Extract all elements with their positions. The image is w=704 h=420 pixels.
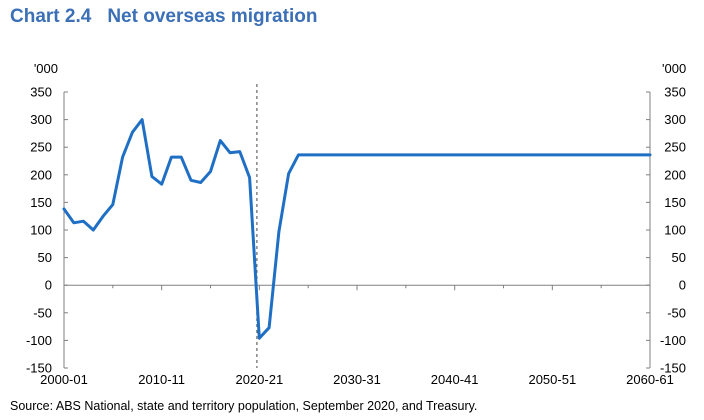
right-unit-label: '000 xyxy=(662,61,686,76)
y-tick-label-left: 50 xyxy=(38,250,52,265)
x-tick-label: 2030-31 xyxy=(333,372,381,387)
y-tick-label-right: 250 xyxy=(664,140,686,155)
y-tick-label-right: 150 xyxy=(664,195,686,210)
x-tick-label: 2020-21 xyxy=(235,372,283,387)
source-note: Source: ABS National, state and territor… xyxy=(10,399,478,413)
y-tick-label-left: 0 xyxy=(45,278,52,293)
chart-title: Chart 2.4 Net overseas migration xyxy=(10,6,317,28)
y-tick-label-left: 250 xyxy=(30,140,52,155)
x-tick-label: 2010-11 xyxy=(138,372,185,387)
y-tick-label-right: 50 xyxy=(672,250,686,265)
chart-number: Chart 2.4 xyxy=(10,6,92,27)
y-tick-label-right: 300 xyxy=(664,112,686,127)
y-tick-label-right: -100 xyxy=(660,333,686,348)
y-tick-label-left: -150 xyxy=(26,361,52,376)
y-tick-label-left: -100 xyxy=(26,333,52,348)
y-tick-label-left: 100 xyxy=(30,223,52,238)
x-tick-label: 2050-51 xyxy=(528,372,576,387)
y-tick-label-right: -50 xyxy=(667,305,686,320)
y-tick-label-left: -50 xyxy=(33,305,52,320)
series-line xyxy=(62,118,652,340)
y-tick-label-left: 350 xyxy=(30,85,52,100)
x-tick-label: 2000-01 xyxy=(40,372,88,387)
y-tick-label-left: 300 xyxy=(30,112,52,127)
y-tick-label-right: 0 xyxy=(679,278,686,293)
y-tick-label-left: 150 xyxy=(30,195,52,210)
x-tick-label: 2040-41 xyxy=(431,372,479,387)
y-tick-label-left: 200 xyxy=(30,167,52,182)
y-tick-label-right: 200 xyxy=(664,167,686,182)
x-tick-label: 2060-61 xyxy=(626,372,674,387)
left-unit-label: '000 xyxy=(34,61,58,76)
y-tick-label-right: -150 xyxy=(660,361,686,376)
y-tick-label-right: 100 xyxy=(664,223,686,238)
chart-title-text: Net overseas migration xyxy=(107,6,318,27)
y-tick-label-right: 350 xyxy=(664,85,686,100)
